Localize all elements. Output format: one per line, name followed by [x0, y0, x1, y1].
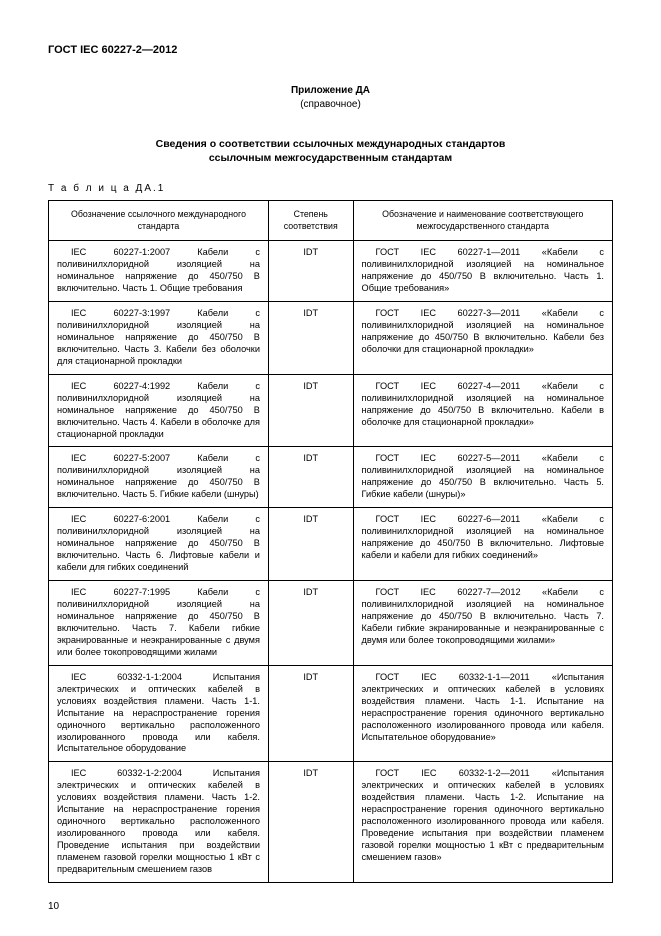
cell-ref-standard: IEC 60227-5:2007 Кабели с поливинилхлори…	[49, 447, 269, 508]
table-row: IEC 60227-5:2007 Кабели с поливинилхлори…	[49, 447, 613, 508]
cell-gost-standard: ГОСТ IEC 60227-1—2011 «Кабели с поливини…	[353, 241, 612, 302]
cell-gost-standard: ГОСТ IEC 60332-1-2—2011 «Испытания элект…	[353, 762, 612, 883]
main-title-line2: ссылочным межгосударственным стандартам	[209, 152, 452, 164]
cell-conformity: IDT	[268, 301, 353, 374]
table-body: IEC 60227-1:2007 Кабели с поливинилхлори…	[49, 241, 613, 883]
annex-subtitle: (справочное)	[48, 99, 613, 110]
table-row: IEC 60227-7:1995 Кабели с поливинилхлори…	[49, 581, 613, 666]
table-row: IEC 60227-6:2001 Кабели с поливинилхлори…	[49, 508, 613, 581]
table-row: IEC 60332-1-2:2004 Испытания электрическ…	[49, 762, 613, 883]
cell-ref-standard: IEC 60227-3:1997 Кабели с поливинилхлори…	[49, 301, 269, 374]
table-row: IEC 60332-1-1:2004 Испытания электрическ…	[49, 665, 613, 762]
document-header: ГОСТ IEC 60227-2—2012	[48, 44, 613, 56]
standards-table: Обозначение ссылочного международного ст…	[48, 200, 613, 883]
table-label: Т а б л и ц а ДА.1	[48, 183, 613, 194]
cell-ref-standard: IEC 60332-1-1:2004 Испытания электрическ…	[49, 665, 269, 762]
cell-gost-standard: ГОСТ IEC 60227-4—2011 «Кабели с поливини…	[353, 374, 612, 447]
cell-gost-standard: ГОСТ IEC 60332-1-1—2011 «Испытания элект…	[353, 665, 612, 762]
cell-conformity: IDT	[268, 374, 353, 447]
cell-conformity: IDT	[268, 447, 353, 508]
cell-conformity: IDT	[268, 581, 353, 666]
page-number: 10	[48, 901, 59, 912]
cell-ref-standard: IEC 60227-1:2007 Кабели с поливинилхлори…	[49, 241, 269, 302]
cell-ref-standard: IEC 60227-6:2001 Кабели с поливинилхлори…	[49, 508, 269, 581]
cell-ref-standard: IEC 60227-4:1992 Кабели с поливинилхлори…	[49, 374, 269, 447]
cell-gost-standard: ГОСТ IEC 60227-3—2011 «Кабели с поливини…	[353, 301, 612, 374]
main-title: Сведения о соответствии ссылочных междун…	[48, 138, 613, 165]
cell-gost-standard: ГОСТ IEC 60227-6—2011 «Кабели с поливини…	[353, 508, 612, 581]
cell-gost-standard: ГОСТ IEC 60227-7—2012 «Кабели с поливини…	[353, 581, 612, 666]
annex-title: Приложение ДА	[48, 84, 613, 97]
table-row: IEC 60227-1:2007 Кабели с поливинилхлори…	[49, 241, 613, 302]
cell-ref-standard: IEC 60227-7:1995 Кабели с поливинилхлори…	[49, 581, 269, 666]
header-col1: Обозначение ссылочного международного ст…	[49, 201, 269, 241]
header-col3: Обозначение и наименование соответствующ…	[353, 201, 612, 241]
cell-ref-standard: IEC 60332-1-2:2004 Испытания электрическ…	[49, 762, 269, 883]
table-row: IEC 60227-3:1997 Кабели с поливинилхлори…	[49, 301, 613, 374]
table-header-row: Обозначение ссылочного международного ст…	[49, 201, 613, 241]
page: ГОСТ IEC 60227-2—2012 Приложение ДА (спр…	[0, 0, 661, 936]
cell-conformity: IDT	[268, 508, 353, 581]
table-row: IEC 60227-4:1992 Кабели с поливинилхлори…	[49, 374, 613, 447]
cell-conformity: IDT	[268, 665, 353, 762]
header-col2: Степень соответствия	[268, 201, 353, 241]
main-title-line1: Сведения о соответствии ссылочных междун…	[156, 138, 506, 150]
cell-conformity: IDT	[268, 762, 353, 883]
cell-conformity: IDT	[268, 241, 353, 302]
cell-gost-standard: ГОСТ IEC 60227-5—2011 «Кабели с поливини…	[353, 447, 612, 508]
